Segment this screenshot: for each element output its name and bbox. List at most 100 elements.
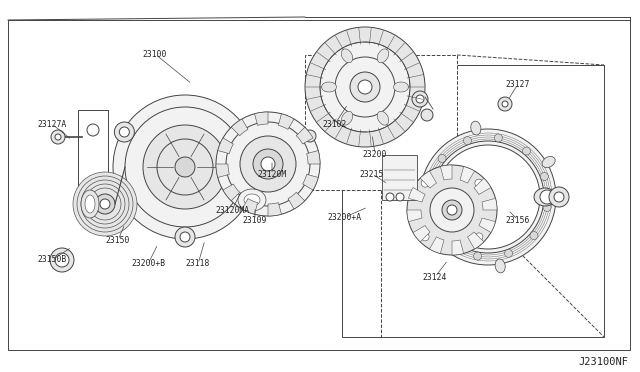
- Circle shape: [100, 199, 110, 209]
- Ellipse shape: [495, 259, 505, 273]
- Circle shape: [475, 233, 483, 241]
- Ellipse shape: [85, 195, 95, 213]
- Text: 23156: 23156: [506, 215, 530, 224]
- Circle shape: [320, 42, 410, 132]
- Ellipse shape: [471, 121, 481, 135]
- Circle shape: [157, 139, 213, 195]
- Circle shape: [504, 249, 513, 257]
- Ellipse shape: [377, 49, 388, 63]
- Circle shape: [425, 183, 433, 190]
- Wedge shape: [303, 174, 318, 190]
- Circle shape: [87, 124, 99, 136]
- Circle shape: [253, 149, 283, 179]
- Circle shape: [226, 122, 310, 206]
- Circle shape: [436, 145, 540, 249]
- Circle shape: [51, 130, 65, 144]
- Circle shape: [55, 134, 61, 140]
- Wedge shape: [408, 187, 425, 202]
- Circle shape: [358, 80, 372, 94]
- Text: 23150: 23150: [106, 235, 130, 244]
- Circle shape: [241, 127, 251, 137]
- Circle shape: [305, 27, 425, 147]
- Wedge shape: [278, 114, 294, 129]
- Circle shape: [438, 154, 446, 163]
- Wedge shape: [296, 127, 313, 144]
- Text: 23100: 23100: [143, 49, 167, 58]
- Ellipse shape: [321, 82, 337, 92]
- Circle shape: [430, 188, 474, 232]
- Wedge shape: [479, 218, 495, 232]
- Text: 23200+A: 23200+A: [328, 212, 362, 221]
- Circle shape: [447, 205, 457, 215]
- Wedge shape: [482, 198, 497, 210]
- Circle shape: [335, 57, 395, 117]
- Circle shape: [87, 194, 99, 206]
- Circle shape: [420, 129, 556, 265]
- Wedge shape: [288, 192, 305, 209]
- Ellipse shape: [244, 194, 260, 206]
- Circle shape: [421, 233, 429, 241]
- Wedge shape: [407, 210, 422, 222]
- Circle shape: [523, 147, 531, 155]
- Wedge shape: [307, 151, 320, 164]
- Circle shape: [412, 91, 428, 107]
- Bar: [8, 20, 630, 350]
- Circle shape: [175, 227, 195, 247]
- Ellipse shape: [394, 82, 408, 92]
- Text: 23150B: 23150B: [37, 256, 67, 264]
- Wedge shape: [460, 167, 474, 183]
- Circle shape: [95, 194, 115, 214]
- Ellipse shape: [341, 111, 353, 125]
- Circle shape: [540, 190, 554, 204]
- Wedge shape: [413, 225, 430, 242]
- Ellipse shape: [341, 49, 353, 63]
- Wedge shape: [216, 164, 229, 177]
- Circle shape: [407, 165, 497, 255]
- Circle shape: [554, 192, 564, 202]
- Circle shape: [143, 125, 227, 209]
- Circle shape: [442, 200, 462, 220]
- Text: 23127A: 23127A: [37, 119, 67, 128]
- Circle shape: [180, 232, 190, 242]
- Text: 23120M: 23120M: [257, 170, 287, 179]
- Text: J23100NF: J23100NF: [578, 357, 628, 367]
- Text: 23118: 23118: [186, 260, 210, 269]
- Circle shape: [445, 239, 453, 247]
- Wedge shape: [255, 112, 268, 125]
- Ellipse shape: [81, 190, 99, 218]
- Ellipse shape: [221, 146, 255, 188]
- Circle shape: [543, 203, 551, 211]
- Circle shape: [432, 141, 544, 253]
- Ellipse shape: [377, 111, 388, 125]
- Circle shape: [236, 122, 255, 142]
- Wedge shape: [231, 119, 248, 136]
- Circle shape: [498, 97, 512, 111]
- Wedge shape: [452, 240, 463, 255]
- Bar: [342, 65, 604, 337]
- Circle shape: [502, 101, 508, 107]
- Text: 23215: 23215: [360, 170, 384, 179]
- Text: 23200: 23200: [363, 150, 387, 158]
- Text: 23127: 23127: [506, 80, 530, 89]
- Ellipse shape: [238, 189, 266, 211]
- Circle shape: [474, 252, 481, 260]
- Ellipse shape: [415, 216, 429, 226]
- Bar: [305, 55, 457, 190]
- Circle shape: [421, 179, 429, 187]
- Ellipse shape: [542, 157, 555, 167]
- Circle shape: [125, 107, 245, 227]
- Circle shape: [55, 253, 69, 267]
- Wedge shape: [440, 165, 452, 180]
- Circle shape: [463, 137, 472, 145]
- Wedge shape: [223, 184, 240, 201]
- Wedge shape: [218, 138, 234, 154]
- Circle shape: [396, 193, 404, 201]
- Wedge shape: [429, 237, 444, 253]
- Ellipse shape: [534, 188, 556, 206]
- Bar: [382, 155, 417, 200]
- Circle shape: [120, 127, 129, 137]
- Wedge shape: [420, 171, 436, 188]
- Circle shape: [475, 179, 483, 187]
- Circle shape: [50, 248, 74, 272]
- Circle shape: [261, 157, 275, 171]
